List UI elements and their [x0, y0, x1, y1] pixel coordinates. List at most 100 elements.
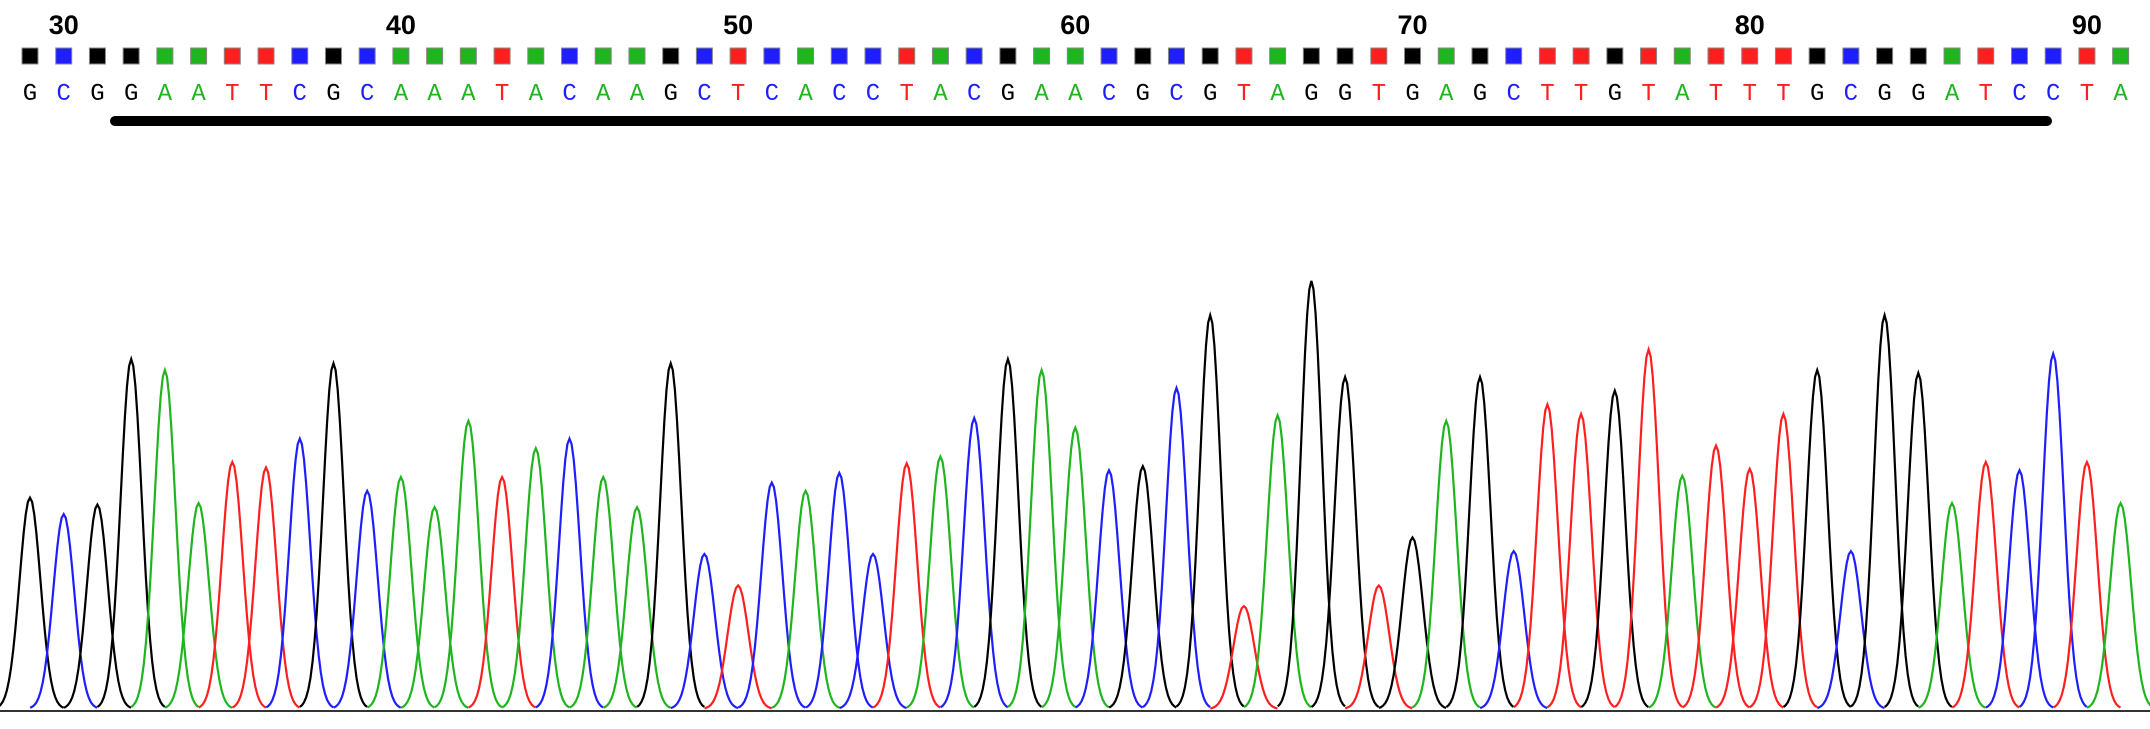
quality-box: [662, 47, 680, 65]
trace-peak: [434, 417, 503, 709]
base-call: G: [663, 81, 677, 108]
quality-box: [291, 47, 309, 65]
base-call: C: [57, 81, 71, 108]
trace-peak: [569, 474, 638, 709]
trace-peak: [2018, 349, 2088, 708]
clear-range-bar: [110, 116, 2052, 126]
quality-box: [1876, 47, 1894, 65]
base-call: G: [1473, 81, 1487, 108]
quality-box: [965, 47, 983, 65]
trace-peak: [29, 511, 98, 709]
quality-box: [999, 47, 1017, 65]
quality-box: [561, 47, 579, 65]
trace-peak: [1850, 310, 1919, 708]
trace-peak: [164, 500, 233, 709]
base-call: G: [1136, 81, 1150, 108]
position-label: 30: [49, 10, 79, 40]
quality-box: [1741, 47, 1759, 65]
quality-box: [1134, 47, 1152, 65]
trace-peak: [602, 504, 672, 709]
trace-peak: [1445, 373, 1515, 708]
base-call: C: [1844, 81, 1858, 108]
trace-peak: [1715, 466, 1784, 709]
quality-box: [1842, 47, 1860, 65]
trace-peak: [1884, 369, 1953, 708]
base-call: A: [1270, 81, 1285, 108]
position-label: 60: [1060, 10, 1090, 40]
base-call: T: [259, 81, 273, 108]
trace-peak: [1917, 500, 1987, 709]
trace-peak: [805, 470, 874, 709]
base-call: A: [461, 81, 476, 108]
base-call: A: [596, 81, 611, 108]
trace-peak: [198, 459, 267, 709]
trace-peak: [1951, 459, 2020, 709]
quality-box: [1100, 47, 1118, 65]
trace-peak: [1142, 384, 1211, 708]
base-call: A: [1439, 81, 1454, 108]
base-call: T: [225, 81, 239, 108]
quality-box: [1201, 47, 1219, 65]
quality-box: [1572, 47, 1590, 65]
base-call: A: [630, 81, 645, 108]
base-call: T: [1641, 81, 1655, 108]
trace-peak: [96, 355, 166, 708]
base-call: C: [1506, 81, 1520, 108]
base-call: G: [1001, 81, 1015, 108]
trace-peak: [333, 488, 402, 709]
quality-box: [1538, 47, 1556, 65]
base-call: G: [1608, 81, 1622, 108]
quality-box: [21, 47, 39, 65]
quality-box: [88, 47, 106, 65]
quality-box: [223, 47, 241, 65]
quality-box: [1167, 47, 1185, 65]
base-call: A: [191, 81, 206, 108]
base-call: T: [1776, 81, 1790, 108]
quality-box: [1977, 47, 1995, 65]
quality-box: [1269, 47, 1287, 65]
base-call: G: [90, 81, 104, 108]
base-call: C: [697, 81, 711, 108]
trace-peak: [1648, 473, 1717, 709]
quality-box: [1505, 47, 1523, 65]
base-call: T: [731, 81, 745, 108]
base-call: A: [933, 81, 948, 108]
trace-peak: [939, 414, 1009, 709]
trace-peak: [1007, 366, 1076, 708]
trace-peak: [231, 464, 301, 709]
base-call: C: [360, 81, 374, 108]
trace-peak: [1175, 310, 1245, 708]
trace-peak: [973, 355, 1043, 708]
base-call: T: [1237, 81, 1251, 108]
trace-peak: [636, 359, 705, 708]
base-call: T: [495, 81, 509, 108]
base-call: T: [2080, 81, 2094, 108]
base-call: A: [427, 81, 442, 108]
trace-peak: [1310, 373, 1380, 708]
base-call: T: [900, 81, 914, 108]
base-call: G: [23, 81, 37, 108]
trace-peak: [1614, 345, 1683, 708]
quality-box: [2010, 47, 2028, 65]
quality-box: [1471, 47, 1489, 65]
quality-box: [2044, 47, 2062, 65]
trace-peak: [63, 502, 132, 709]
base-call: C: [866, 81, 880, 108]
position-label: 80: [1735, 10, 1765, 40]
trace-peak: [130, 366, 200, 708]
quality-box: [864, 47, 882, 65]
quality-box: [426, 47, 444, 65]
base-call: A: [1945, 81, 1960, 108]
quality-box: [1370, 47, 1388, 65]
quality-box: [594, 47, 612, 65]
quality-box: [2078, 47, 2096, 65]
base-call: C: [2046, 81, 2060, 108]
position-label: 70: [1397, 10, 1427, 40]
quality-box: [392, 47, 410, 65]
trace-peak: [1681, 442, 1751, 709]
quality-box: [1336, 47, 1354, 65]
base-call: T: [1709, 81, 1723, 108]
trace-peak: [1378, 535, 1447, 710]
base-call: C: [1102, 81, 1116, 108]
quality-box: [763, 47, 781, 65]
